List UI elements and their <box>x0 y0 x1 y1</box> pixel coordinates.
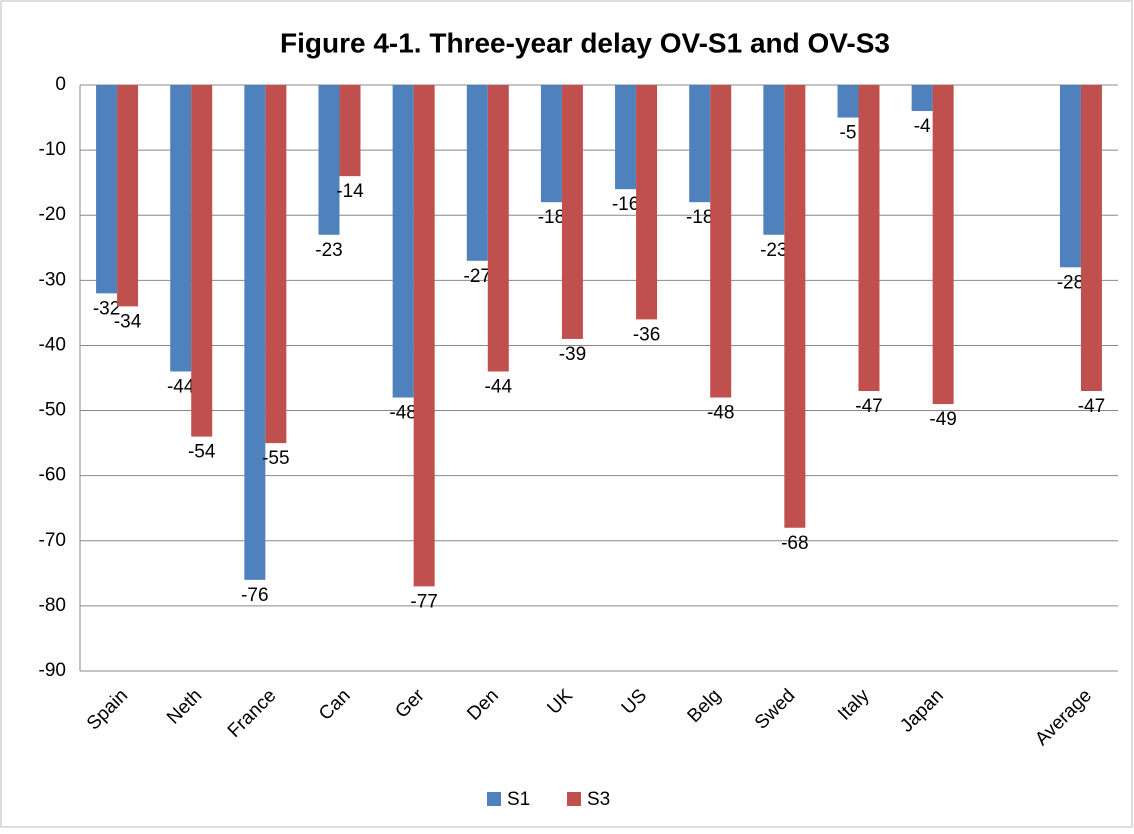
y-tick-label: -50 <box>39 400 66 421</box>
y-tick-label: -60 <box>39 465 66 486</box>
bar <box>1059 85 1081 268</box>
bar <box>932 85 954 405</box>
data-label: -76 <box>241 585 268 606</box>
bar <box>837 85 859 118</box>
data-label: -18 <box>686 207 713 228</box>
legend-label: S3 <box>587 789 610 810</box>
data-label: -32 <box>93 298 120 319</box>
bar <box>318 85 340 235</box>
bar <box>466 85 488 261</box>
data-label: -77 <box>410 591 437 612</box>
legend-swatch <box>487 792 501 806</box>
bar <box>170 85 192 372</box>
data-label: -4 <box>914 116 931 137</box>
bar <box>689 85 711 203</box>
data-label: -28 <box>1057 272 1084 293</box>
data-label: -23 <box>315 240 342 261</box>
data-label: -23 <box>760 240 787 261</box>
y-tick-label: 0 <box>55 74 66 95</box>
bar <box>911 85 933 112</box>
bar <box>96 85 118 294</box>
bar <box>615 85 637 190</box>
y-tick-label: -20 <box>39 204 66 225</box>
data-label: -44 <box>167 377 195 398</box>
data-label: -49 <box>929 409 956 430</box>
data-label: -68 <box>781 533 808 554</box>
bar <box>763 85 785 235</box>
data-label: -18 <box>538 207 565 228</box>
legend-swatch <box>567 792 581 806</box>
bar <box>487 85 509 372</box>
data-label: -44 <box>485 377 513 398</box>
data-label: -27 <box>464 266 491 287</box>
bar <box>784 85 806 528</box>
bar <box>710 85 732 398</box>
y-tick-label: -70 <box>39 530 66 551</box>
bar <box>265 85 287 444</box>
bar <box>540 85 562 203</box>
data-label: -39 <box>559 344 586 365</box>
bar <box>339 85 361 177</box>
data-label: -5 <box>840 123 857 144</box>
chart-title: Figure 4-1. Three-year delay OV-S1 and O… <box>280 27 890 58</box>
bar <box>392 85 414 398</box>
bar <box>636 85 658 320</box>
data-label: -47 <box>855 396 882 417</box>
y-tick-label: -40 <box>39 334 66 355</box>
bar <box>858 85 880 392</box>
bar <box>413 85 435 587</box>
data-label: -36 <box>633 324 660 345</box>
y-tick-label: -30 <box>39 269 66 290</box>
data-label: -47 <box>1078 396 1105 417</box>
data-label: -48 <box>389 403 416 424</box>
bar <box>1080 85 1102 392</box>
data-label: -55 <box>262 448 289 469</box>
data-label: -16 <box>612 194 639 215</box>
bar <box>117 85 139 307</box>
data-label: -54 <box>188 442 216 463</box>
data-label: -14 <box>336 181 364 202</box>
data-label: -34 <box>114 311 142 332</box>
data-label: -48 <box>707 403 734 424</box>
bar <box>191 85 213 437</box>
y-tick-label: -80 <box>39 595 66 616</box>
y-tick-label: -90 <box>39 660 66 681</box>
legend-label: S1 <box>507 789 530 810</box>
bar <box>244 85 266 580</box>
y-tick-label: -10 <box>39 139 66 160</box>
bar <box>561 85 583 339</box>
